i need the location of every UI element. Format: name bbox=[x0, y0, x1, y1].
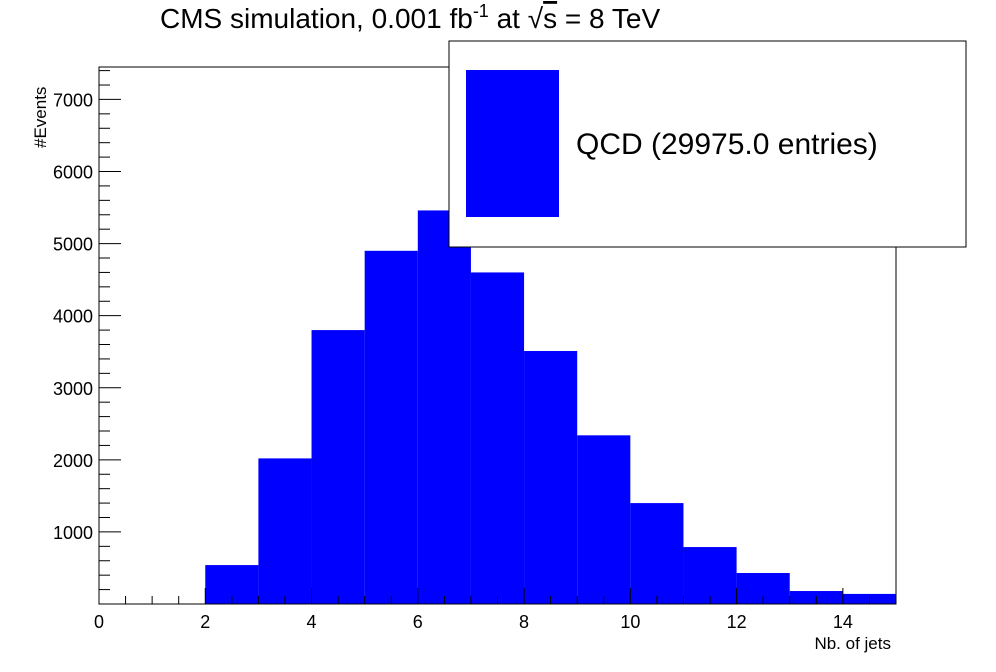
y-axis-label: #Events bbox=[31, 87, 50, 148]
histogram-bar-5 bbox=[364, 250, 418, 605]
y-tick-label: 6000 bbox=[53, 163, 93, 183]
y-axis-ticks: 1000 2000 3000 4000 5000 6000 7000 bbox=[53, 70, 121, 605]
title-prefix: CMS simulation, 0.001 fb bbox=[160, 3, 473, 34]
histogram-bar-3 bbox=[258, 458, 312, 604]
legend-swatch-qcd bbox=[466, 70, 559, 217]
x-axis-ticks: 0 2 4 6 8 10 12 14 bbox=[94, 588, 897, 632]
legend-entry-qcd: QCD (29975.0 entries) bbox=[576, 128, 878, 161]
x-tick-label: 14 bbox=[833, 612, 853, 632]
title-superscript: -1 bbox=[473, 1, 489, 21]
x-tick-label: 0 bbox=[94, 612, 104, 632]
histogram-bar-6 bbox=[417, 210, 471, 605]
x-tick-label: 6 bbox=[413, 612, 423, 632]
histogram-bar-8 bbox=[524, 350, 578, 604]
histogram-bar-7 bbox=[470, 272, 525, 604]
histogram-bars bbox=[205, 210, 896, 605]
x-tick-label: 10 bbox=[620, 612, 640, 632]
chart-title: CMS simulation, 0.001 fb-1 at √s = 8 TeV bbox=[160, 1, 660, 34]
histogram-bar-11 bbox=[683, 547, 737, 604]
y-tick-label: 4000 bbox=[53, 307, 93, 327]
y-tick-label: 2000 bbox=[53, 451, 93, 471]
title-sqrt-argument: s bbox=[543, 3, 557, 34]
histogram-bar-9 bbox=[577, 435, 631, 604]
x-axis-label: Nb. of jets bbox=[814, 634, 891, 653]
y-tick-label: 7000 bbox=[53, 90, 93, 110]
histogram-bar-10 bbox=[630, 503, 684, 604]
x-tick-label: 12 bbox=[727, 612, 747, 632]
x-tick-label: 8 bbox=[519, 612, 529, 632]
title-suffix: = 8 TeV bbox=[557, 3, 660, 34]
y-tick-label: 5000 bbox=[53, 235, 93, 255]
title-sqrt-symbol: √ bbox=[528, 3, 544, 34]
y-tick-label: 1000 bbox=[53, 523, 93, 543]
histogram-bar-4 bbox=[311, 330, 365, 604]
legend: QCD (29975.0 entries) bbox=[448, 40, 967, 248]
title-middle: at bbox=[489, 3, 528, 34]
x-tick-label: 4 bbox=[307, 612, 317, 632]
x-tick-label: 2 bbox=[200, 612, 210, 632]
y-tick-label: 3000 bbox=[53, 379, 93, 399]
